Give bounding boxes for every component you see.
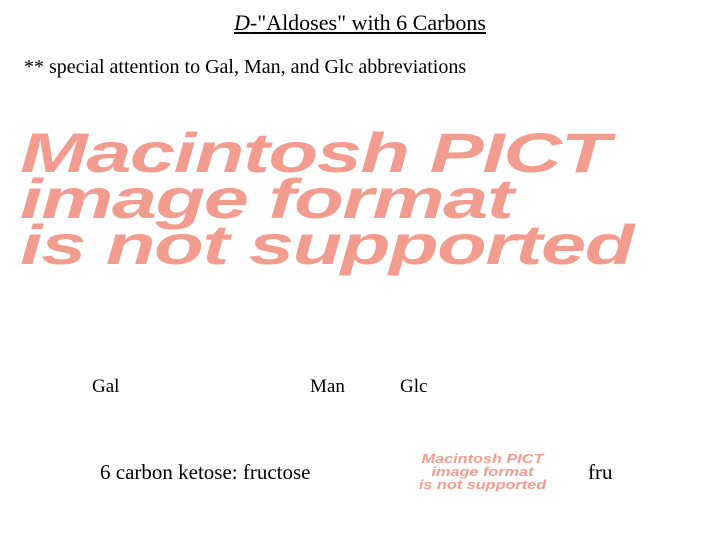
label-man: Man xyxy=(310,376,345,398)
title-prefix: D xyxy=(234,10,250,35)
pict-placeholder-small: Macintosh PICT image format is not suppo… xyxy=(404,452,560,491)
ketose-text: 6 carbon ketose: fructose xyxy=(100,460,311,485)
slide: D-"Aldoses" with 6 Carbons ** special at… xyxy=(0,0,720,540)
pict-large-line3: is not supported xyxy=(20,213,633,276)
pict-small-line3: is not supported xyxy=(419,477,546,492)
label-fru: fru xyxy=(588,460,613,485)
attention-note: ** special attention to Gal, Man, and Gl… xyxy=(24,56,466,79)
page-title: D-"Aldoses" with 6 Carbons xyxy=(0,10,720,36)
pict-placeholder-large: Macintosh PICT image format is not suppo… xyxy=(20,130,720,268)
label-glc: Glc xyxy=(400,376,427,398)
label-gal: Gal xyxy=(92,376,119,398)
title-rest: -"Aldoses" with 6 Carbons xyxy=(250,10,486,35)
